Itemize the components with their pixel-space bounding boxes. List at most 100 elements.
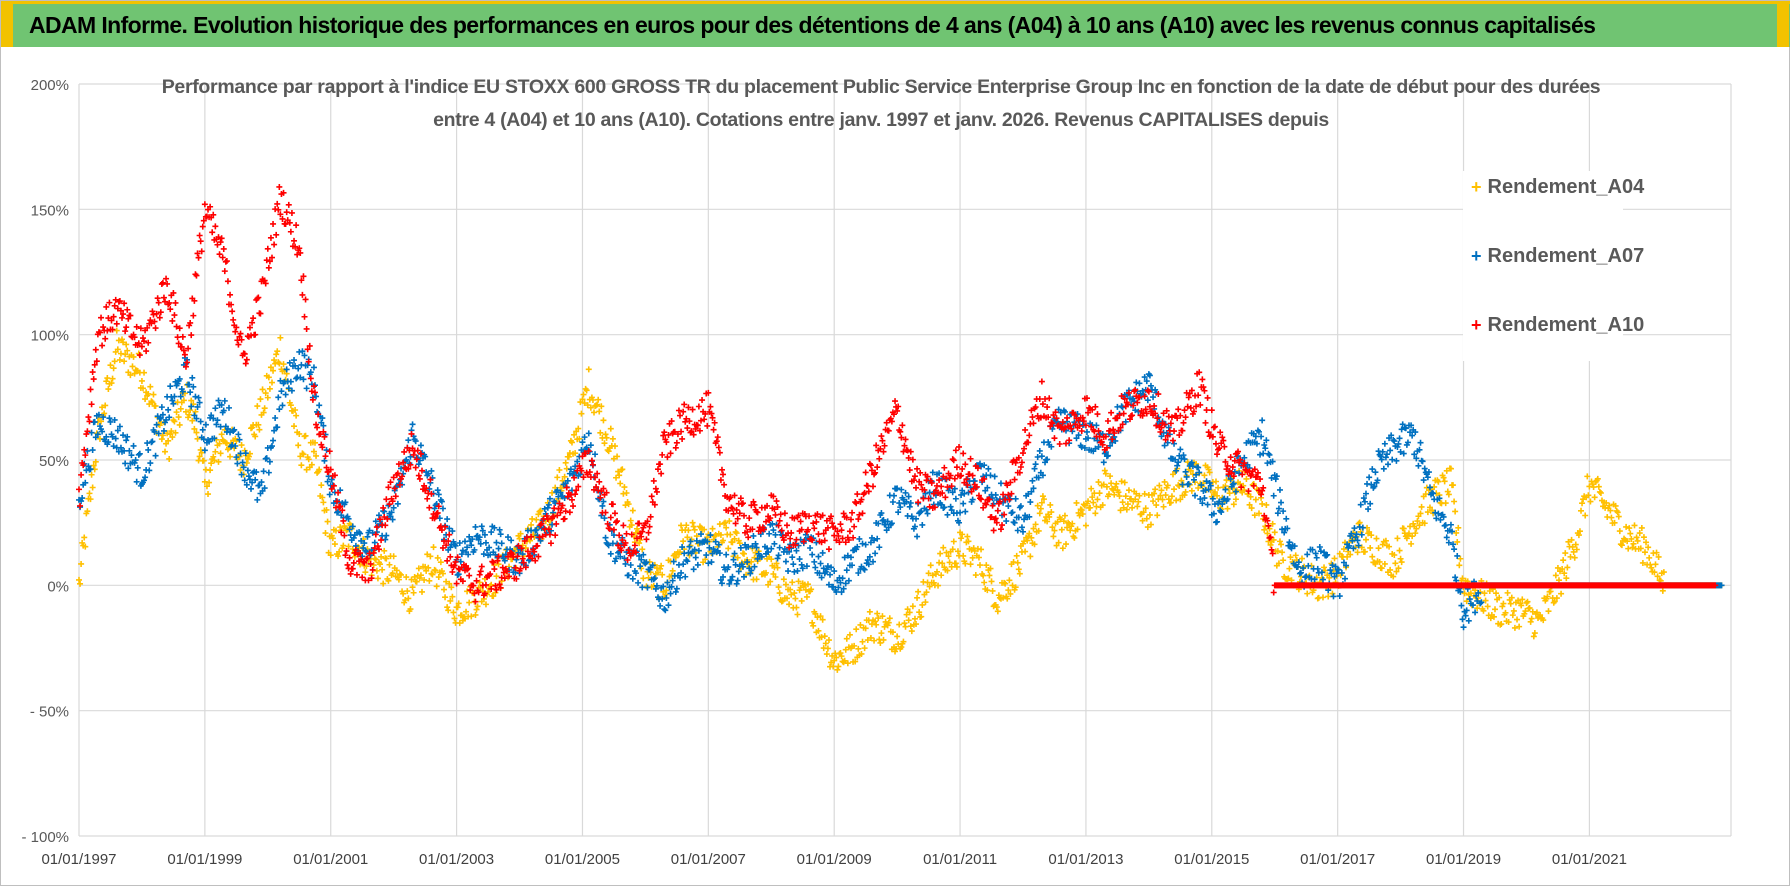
series-a04-point: [903, 624, 909, 630]
series-a10-point: [837, 521, 843, 527]
series-a04-point: [277, 335, 283, 341]
series-a04-point: [386, 562, 392, 568]
series-a10-point: [382, 522, 388, 528]
series-a04-point: [910, 603, 916, 609]
series-a07-point: [962, 509, 968, 515]
series-a10-point: [659, 452, 665, 458]
series-a10-point: [731, 511, 737, 517]
series-a07-point: [498, 531, 504, 537]
series-a10-point: [1063, 441, 1069, 447]
report-title: ADAM Informe. Evolution historique des p…: [29, 12, 1595, 39]
series-a07-point: [248, 486, 254, 492]
series-a07-point: [1278, 500, 1284, 506]
series-a04-point: [1450, 482, 1456, 488]
series-a10-point: [85, 414, 91, 420]
series-a07-point: [723, 552, 729, 558]
series-a04-point: [1063, 541, 1069, 547]
series-a04-point: [554, 474, 560, 480]
series-a07-point: [137, 451, 143, 457]
series-a10-point: [169, 318, 175, 324]
series-a07-point: [496, 546, 502, 552]
series-a04-point: [953, 560, 959, 566]
series-a10-point: [217, 251, 223, 257]
series-a04-point: [1556, 577, 1562, 583]
chart-title-line-2: entre 4 (A04) et 10 ans (A10). Cotations…: [161, 104, 1601, 137]
series-a04-point: [1161, 504, 1167, 510]
series-a10-point: [589, 458, 595, 464]
legend-marker-a04: +: [1471, 177, 1482, 197]
series-a10-point: [991, 527, 997, 533]
series-a10-point: [711, 427, 717, 433]
series-a07-point: [545, 505, 551, 511]
series-a10-point: [196, 255, 202, 261]
series-a04-point: [1150, 498, 1156, 504]
series-a04-point: [1382, 561, 1388, 567]
series-a04-point: [690, 520, 696, 526]
series-a10-point: [276, 184, 282, 190]
series-a04-point: [1455, 525, 1461, 531]
series-a10-point: [447, 554, 453, 560]
series-a04-point: [601, 440, 607, 446]
series-a04-point: [914, 595, 920, 601]
series-a04-point: [262, 405, 268, 411]
series-a04-point: [777, 590, 783, 596]
series-a07-point: [1084, 429, 1090, 435]
legend-label-a07: Rendement_A07: [1488, 245, 1645, 267]
chart-title: Performance par rapport à l'indice EU ST…: [161, 71, 1601, 137]
series-a07-point: [673, 589, 679, 595]
series-a07-point: [276, 406, 282, 412]
series-a07-point: [493, 540, 499, 546]
series-a04-point: [1090, 500, 1096, 506]
series-a04-point: [1641, 534, 1647, 540]
series-a04-point: [1532, 630, 1538, 636]
series-a04-point: [786, 601, 792, 607]
series-a04-point: [1356, 521, 1362, 527]
series-a10-point: [810, 520, 816, 526]
series-a07-point: [831, 568, 837, 574]
series-a10-point: [658, 471, 664, 477]
series-a04-point: [1153, 502, 1159, 508]
series-a04-point: [1394, 535, 1400, 541]
series-a07-point: [270, 438, 276, 444]
series-a07-point: [960, 501, 966, 507]
series-a10-point: [1092, 404, 1098, 410]
x-tick-label: 01/01/2001: [293, 851, 368, 868]
series-a07-point: [1003, 518, 1009, 524]
series-a10-point: [190, 313, 196, 319]
series-a07-point: [771, 541, 777, 547]
series-a07-point: [254, 497, 260, 503]
series-a07-point: [747, 571, 753, 577]
series-a04-point: [1225, 506, 1231, 512]
series-a07-point: [662, 607, 668, 613]
series-a04-point: [1120, 499, 1126, 505]
series-a04-point: [1263, 502, 1269, 508]
series-a10-point: [905, 447, 911, 453]
series-a07-point: [799, 562, 805, 568]
series-a04-point: [533, 517, 539, 523]
y-tick-label: - 50%: [30, 704, 69, 721]
series-a04-point: [1627, 531, 1633, 537]
series-a04-point: [1213, 479, 1219, 485]
series-a04-point: [549, 490, 555, 496]
series-a07-point: [985, 466, 991, 472]
series-a04-point: [1398, 556, 1404, 562]
series-a04-point: [254, 403, 260, 409]
series-a07-point: [1155, 414, 1161, 420]
series-a07-point: [435, 487, 441, 493]
series-a07-point: [1019, 524, 1025, 530]
series-a04-point: [960, 553, 966, 559]
series-a10-point: [552, 532, 558, 538]
series-a07-point: [1150, 394, 1156, 400]
series-a10-point: [960, 450, 966, 456]
series-a04-point: [1598, 490, 1604, 496]
series-a10-point: [1180, 420, 1186, 426]
series-a07-point: [628, 562, 634, 568]
series-a10-point: [886, 428, 892, 434]
series-a07-point: [1192, 493, 1198, 499]
series-a04-point: [450, 609, 456, 615]
series-a04-point: [844, 636, 850, 642]
series-a07-point: [592, 451, 598, 457]
series-a04-point: [896, 622, 902, 628]
series-a10-point: [370, 567, 376, 573]
series-a10-point: [847, 528, 853, 534]
